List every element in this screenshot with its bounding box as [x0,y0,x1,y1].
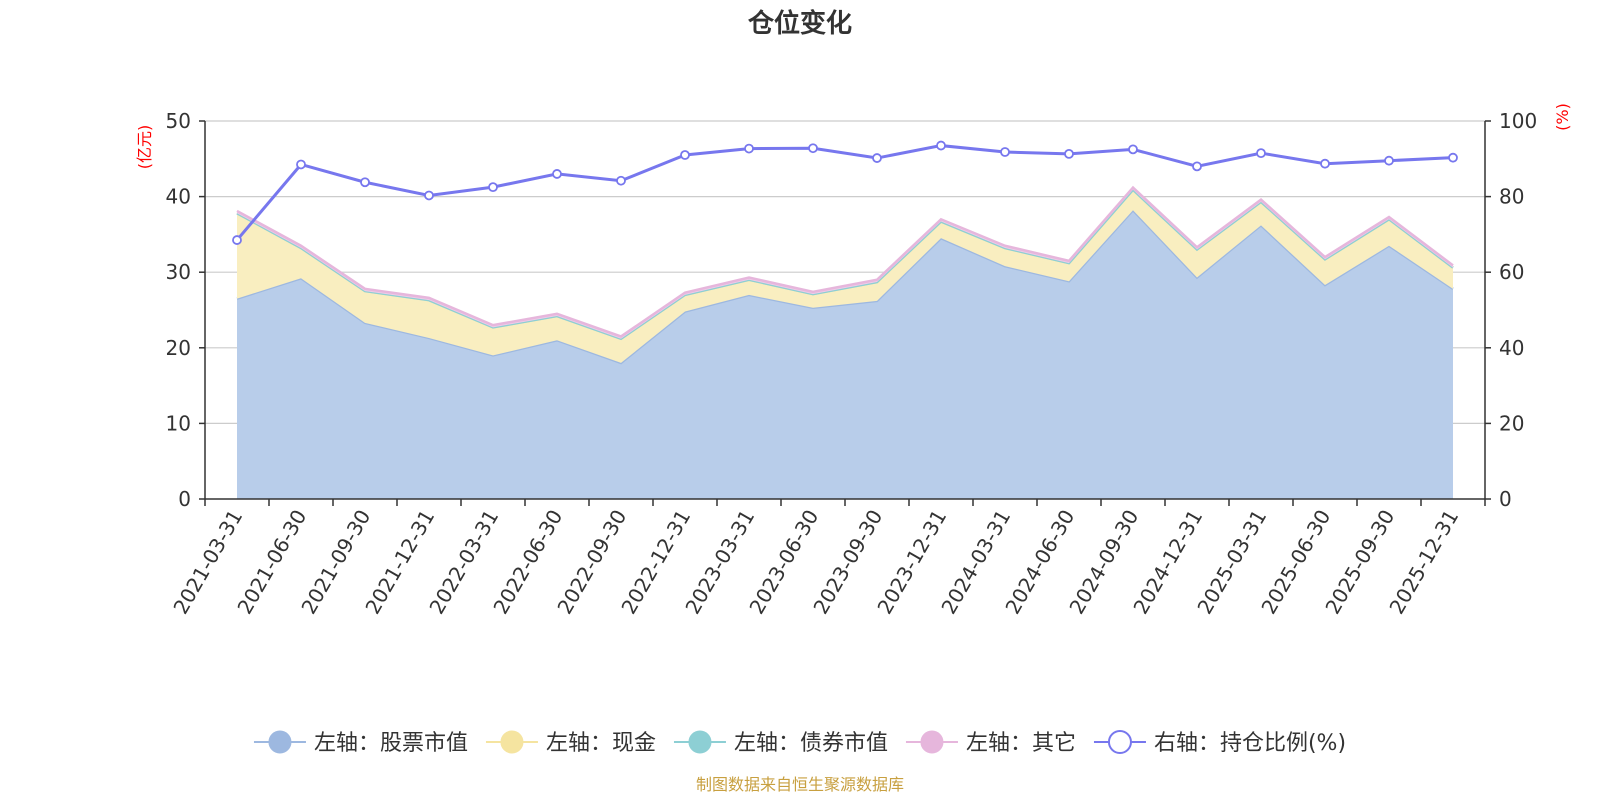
legend-label: 左轴：其它 [966,731,1076,756]
line-point[interactable] [1256,148,1266,159]
line-point[interactable] [1064,148,1074,159]
line-point[interactable] [1000,147,1010,157]
line-point[interactable] [808,143,818,154]
left-unit-label: (亿元) [135,125,154,170]
line-series [232,140,1458,245]
legend-item-3[interactable]: 左轴：其它 [905,730,1076,756]
legend-marker [268,730,292,754]
line-point[interactable] [616,175,626,186]
left-tick-label: 30 [166,260,191,284]
right-tick-label: 60 [1499,260,1524,284]
right-tick-label: 80 [1499,185,1524,209]
left-tick-label: 50 [166,109,191,133]
area-series-0 [236,208,1454,499]
line-point[interactable] [488,182,498,193]
area-top-line [236,185,1454,338]
line-point[interactable] [936,140,946,151]
legend-marker [920,730,944,754]
right-tick-label: 20 [1499,411,1524,435]
legend-item-0[interactable]: 左轴：股票市值 [253,730,468,756]
line-point[interactable] [296,159,306,170]
legend-label: 左轴：现金 [546,731,656,756]
line-point[interactable] [744,143,754,154]
line-series-0 [232,140,1458,245]
left-tick-label: 0 [178,487,191,511]
legend[interactable]: 左轴：股票市值 左轴：现金 左轴：债券市值 左轴：其它 右轴：持仓比例(%) [253,730,1346,756]
area-fill [237,210,1453,499]
left-tick-label: 20 [166,336,191,360]
line-point[interactable] [1320,158,1330,169]
chart-title: 仓位变化 [747,8,852,39]
left-tick-label: 10 [166,411,191,435]
area-series [236,185,1454,499]
legend-label: 右轴：持仓比例(%) [1154,731,1346,756]
legend-label: 左轴：债券市值 [734,731,888,756]
line-point[interactable] [552,169,562,179]
line-point[interactable] [872,153,882,163]
line-path [235,144,1454,242]
legend-item-1[interactable]: 左轴：现金 [485,730,656,756]
legend-marker [500,730,524,754]
line-point[interactable] [1128,144,1138,155]
left-tick-label: 40 [166,185,191,209]
line-point[interactable] [1192,161,1202,172]
line-point[interactable] [232,235,242,245]
right-tick-label: 40 [1499,336,1524,360]
line-point[interactable] [1448,152,1458,163]
line-point[interactable] [360,177,370,188]
legend-item-2[interactable]: 左轴：债券市值 [673,730,888,756]
area-series-3 [236,185,1454,339]
line-point[interactable] [680,150,690,160]
legend-marker [1107,730,1132,754]
right-unit-label: (%) [1553,103,1572,131]
legend-label: 左轴：股票市值 [314,731,468,756]
data-source-note: 制图数据来自恒生聚源数据库 [696,775,904,794]
right-tick-label: 100 [1499,109,1537,133]
legend-item-4[interactable]: 右轴：持仓比例(%) [1093,730,1346,756]
line-point[interactable] [424,190,434,201]
line-point[interactable] [1384,155,1394,166]
right-tick-label: 0 [1499,487,1512,511]
legend-marker [688,730,712,754]
